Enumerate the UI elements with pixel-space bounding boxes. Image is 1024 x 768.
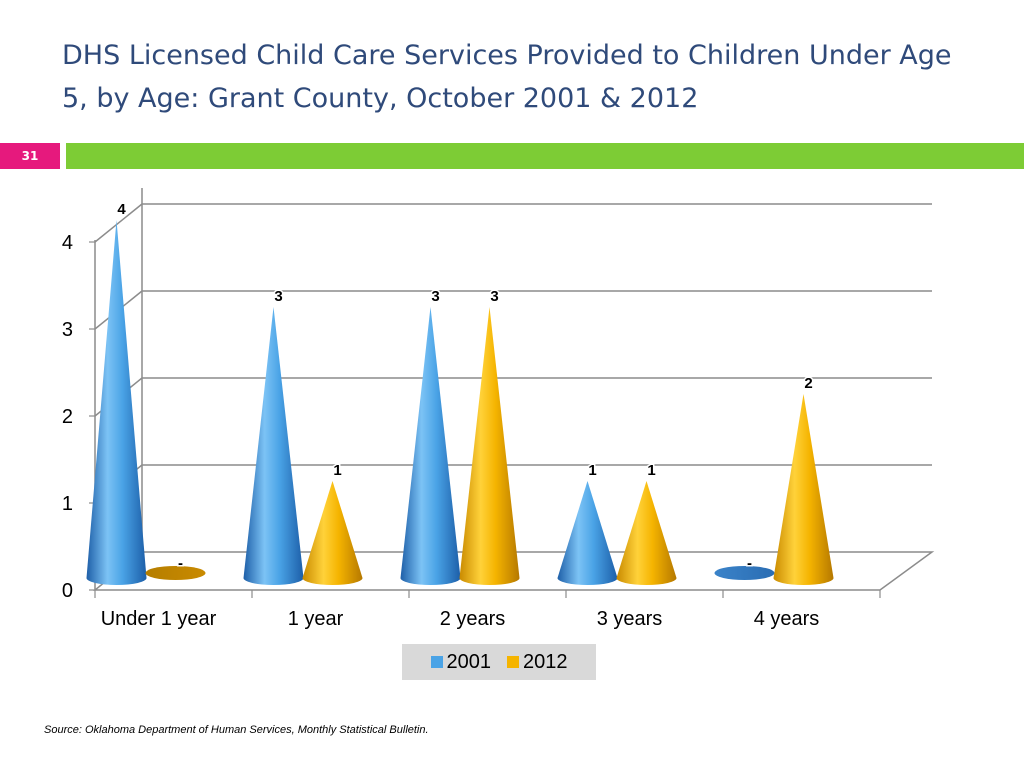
cone-chart: 0 1 2 3 4 Under 1 year 1 year 2 years 3 years 4 …: [62, 188, 935, 630]
data-label-2001-1: 3: [274, 288, 282, 305]
page-title: DHS Licensed Child Care Services Provide…: [62, 40, 952, 114]
cone-2001-0: [86, 220, 147, 585]
legend-label-2001: 2001: [446, 650, 492, 673]
legend-swatch-2012: [507, 656, 519, 668]
data-label-2012-3: 1: [647, 462, 655, 479]
legend-item-2012: 2012: [507, 651, 568, 674]
cone-2012-1: [302, 481, 363, 585]
cone-2001-3: [557, 481, 618, 585]
data-label-2001-3: 1: [588, 462, 596, 479]
source-note: Source: Oklahoma Department of Human Ser…: [44, 724, 429, 736]
y-tick-label: 2: [62, 406, 73, 428]
data-label-2001-2: 3: [431, 288, 439, 305]
x-category-label: Under 1 year: [101, 608, 217, 630]
data-label-2012-1: 1: [333, 462, 341, 479]
y-tick-label: 0: [62, 580, 73, 602]
legend: 2001 2012: [402, 644, 596, 680]
legend-label-2012: 2012: [523, 650, 568, 673]
slide-number: 31: [0, 143, 60, 169]
cone-2001-1: [243, 307, 304, 585]
x-category-label: 1 year: [288, 608, 344, 630]
data-label-2001-4: -: [747, 555, 752, 572]
cone-2012-4: [773, 394, 834, 585]
data-label-2001-0: 4: [117, 201, 126, 218]
legend-swatch-2001: [430, 656, 443, 668]
header-accent-bar: [66, 143, 1024, 169]
cone-2001-2: [400, 307, 461, 585]
legend-item-2001: 2001: [430, 650, 492, 674]
y-tick-label: 3: [62, 319, 73, 341]
y-tick-label: 4: [62, 232, 73, 254]
data-label-2012-2: 3: [490, 288, 498, 305]
data-label-2012-0: -: [178, 555, 183, 572]
x-axis-categories: Under 1 year 1 year 2 years 3 years 4 years: [101, 608, 820, 630]
x-category-label: 3 years: [597, 608, 663, 630]
data-labels: 4 3 3 1 - - 1 3 1 2: [116, 200, 814, 574]
cone-2012-2: [459, 307, 520, 585]
y-axis-ticks: 0 1 2 3 4: [62, 232, 95, 602]
cone-2012-0: [145, 566, 206, 580]
y-tick-label: 1: [62, 493, 73, 515]
cone-2012-3: [616, 481, 677, 585]
x-category-label: 2 years: [440, 608, 506, 630]
data-label-2012-4: 2: [804, 375, 812, 392]
x-category-label: 4 years: [754, 608, 820, 630]
chart-marks: [86, 220, 834, 585]
cone-2001-4: [714, 566, 775, 580]
gridline-side: [94, 203, 143, 243]
